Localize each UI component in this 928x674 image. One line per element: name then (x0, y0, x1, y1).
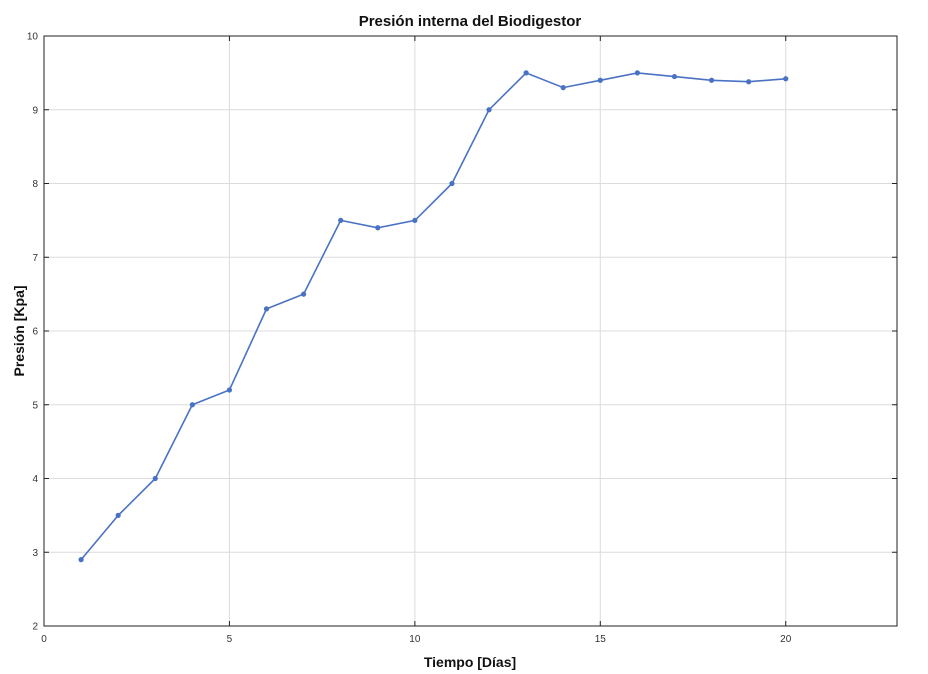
data-point (783, 76, 789, 82)
data-point (189, 402, 195, 408)
series-line (80, 71, 786, 561)
data-point (486, 107, 492, 113)
data-point (412, 217, 418, 223)
y-tick-label: 3 (32, 548, 38, 559)
data-point (226, 387, 233, 393)
axis-ticks: 0 5 10 15 20 2 3 4 5 6 7 8 9 10 (27, 32, 897, 645)
grid (43, 35, 897, 627)
data-point (634, 70, 640, 76)
y-tick-label: 5 (32, 400, 38, 411)
x-tick-label: 10 (409, 634, 421, 645)
y-tick-label: 6 (32, 327, 38, 338)
data-point (301, 291, 307, 297)
data-point (338, 217, 344, 223)
data-point (597, 77, 603, 83)
y-axis-label: Presión [Kpa] (11, 285, 27, 376)
x-tick-label: 15 (595, 634, 607, 645)
x-axis-label: Tiempo [Días] (424, 654, 516, 670)
data-point (375, 225, 381, 231)
y-tick-label: 8 (32, 179, 38, 190)
data-point (449, 180, 455, 187)
x-tick-label: 5 (227, 634, 233, 645)
data-point (523, 70, 529, 76)
data-point (746, 79, 752, 85)
x-tick-label: 20 (780, 634, 792, 645)
data-point (560, 85, 566, 91)
data-point (708, 77, 715, 83)
chart-title: Presión interna del Biodigestor (359, 13, 582, 30)
data-point (78, 557, 84, 563)
data-point (671, 73, 678, 80)
data-points (78, 70, 789, 563)
y-tick-label: 7 (32, 253, 38, 264)
data-point (115, 512, 121, 518)
y-tick-label: 2 (32, 622, 38, 633)
y-tick-label: 10 (27, 32, 39, 43)
x-tick-label: 0 (41, 634, 47, 645)
y-tick-label: 9 (32, 105, 38, 116)
y-tick-label: 4 (32, 474, 38, 485)
data-point (152, 475, 158, 482)
data-point (263, 306, 270, 312)
